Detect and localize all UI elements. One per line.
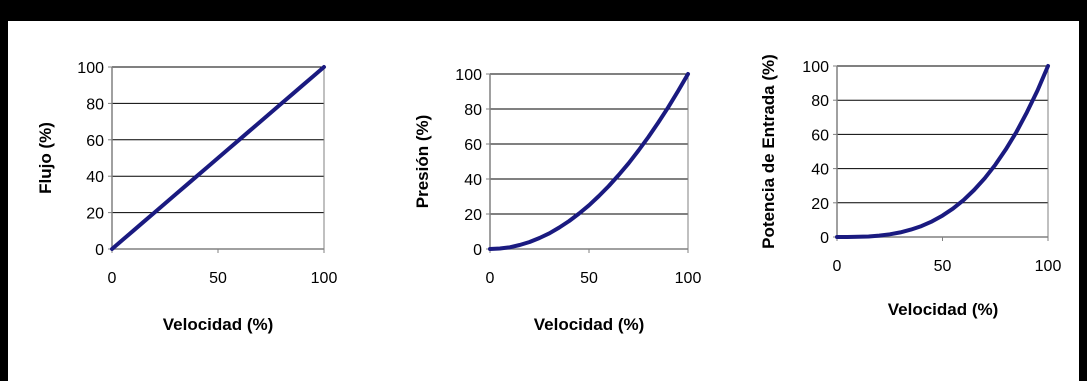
y-axis-label: Potencia de Entrada (%)	[759, 54, 778, 249]
y-tick-label: 60	[811, 127, 829, 144]
y-tick-label: 0	[820, 230, 829, 247]
y-tick-label: 40	[86, 169, 104, 186]
y-tick-label: 20	[464, 207, 482, 224]
y-tick-label: 40	[811, 162, 829, 179]
x-tick-label: 100	[675, 270, 702, 287]
y-tick-label: 40	[464, 172, 482, 189]
x-axis-label: Velocidad (%)	[163, 315, 274, 334]
y-axis-label: Presión (%)	[413, 115, 432, 209]
x-tick-label: 50	[209, 270, 227, 287]
x-tick-label: 0	[833, 258, 842, 275]
y-tick-label: 0	[95, 242, 104, 259]
y-axis-label: Flujo (%)	[36, 122, 55, 194]
x-axis-label: Velocidad (%)	[888, 300, 999, 319]
x-tick-label: 100	[1035, 258, 1062, 275]
series-line	[835, 64, 1050, 239]
y-tick-label: 60	[86, 133, 104, 150]
y-tick-label: 20	[811, 196, 829, 213]
x-tick-label: 50	[934, 258, 952, 275]
x-tick-label: 0	[108, 270, 117, 287]
y-tick-label: 0	[473, 242, 482, 259]
y-tick-label: 60	[464, 137, 482, 154]
y-tick-label: 80	[86, 96, 104, 113]
y-tick-label: 100	[77, 60, 104, 77]
x-axis-label: Velocidad (%)	[534, 315, 645, 334]
series-line	[110, 65, 326, 251]
y-tick-label: 100	[802, 59, 829, 76]
chart-panel: 0 20 40 60 80 100 0 50 100 Velocidad (%) Flujo (%)…	[8, 21, 1079, 381]
y-tick-label: 20	[86, 206, 104, 223]
x-tick-label: 50	[580, 270, 598, 287]
x-tick-label: 0	[486, 270, 495, 287]
y-tick-label: 80	[811, 93, 829, 110]
charts-svg: 0 20 40 60 80 100 0 50 100 Velocidad (%) Flujo (%)…	[36, 54, 1062, 334]
y-tick-label: 100	[455, 67, 482, 84]
y-tick-label: 80	[464, 102, 482, 119]
series-line	[488, 72, 690, 251]
x-tick-label: 100	[311, 270, 338, 287]
